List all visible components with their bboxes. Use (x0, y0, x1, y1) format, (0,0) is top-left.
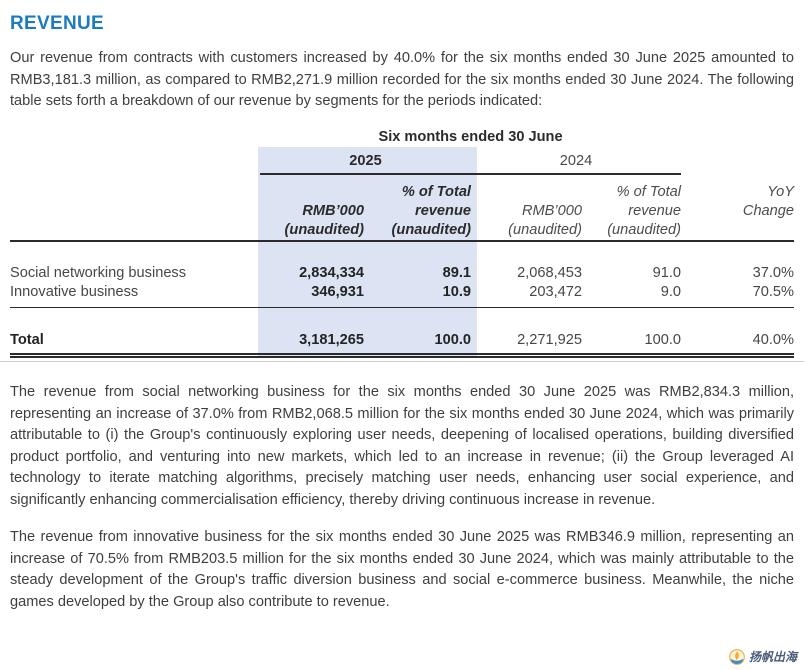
col-header-pct-2025: % of Total revenue (unaudited) (391, 183, 471, 238)
row-label: Innovative business (10, 282, 260, 308)
col-header-yoy: YoY Change (742, 183, 795, 219)
col-header-pct-2024: % of Total revenue (unaudited) (607, 183, 682, 238)
social-business-paragraph: The revenue from social networking busin… (10, 384, 794, 508)
cell-rmb-2024: 2,068,453 (517, 264, 582, 281)
revenue-table: Six months ended 30 June 2025 2024 RMB’0… (10, 129, 795, 359)
table-row-social-networking: Social networking business 2,834,334 89.… (10, 241, 794, 283)
sail-logo-icon (729, 648, 745, 665)
table-caption: Six months ended 30 June (378, 128, 563, 145)
row-label: Total (10, 327, 260, 358)
watermark-text: 扬帆出海 (748, 650, 797, 664)
section-divider (0, 361, 804, 362)
cell-rmb-2025: 346,931 (260, 282, 364, 308)
cell-rmb-2024: 203,472 (471, 282, 582, 308)
row-label: Social networking business (10, 264, 187, 281)
table-spacer-row (10, 307, 794, 327)
cell-pct-2024: 9.0 (582, 282, 682, 308)
cell-yoy: 37.0% (752, 264, 795, 281)
cell-pct-2025: 100.0 (364, 327, 471, 358)
table-row-total: Total 3,181,265 100.0 2,271,925 100.0 40… (10, 327, 795, 358)
table-column-header-row: RMB’000 (unaudited) % of Total revenue (… (10, 173, 795, 242)
year-header-2025: 2025 (260, 152, 471, 175)
cell-pct-2025: 89.1 (442, 264, 471, 281)
cell-rmb-2025: 2,834,334 (299, 264, 364, 281)
document-page: REVENUE Our revenue from contracts with … (0, 13, 804, 610)
col-header-rmb-2024: RMB’000 (unaudited) (508, 202, 582, 238)
table-year-row: 2025 2024 (10, 152, 794, 175)
intro-paragraph: Our revenue from contracts with customer… (10, 50, 794, 109)
cell-pct-2025: 10.9 (364, 282, 471, 308)
watermark: 扬帆出海 (729, 648, 797, 665)
col-header-rmb-2025: RMB’000 (unaudited) (284, 202, 364, 238)
cell-rmb-2024: 2,271,925 (471, 327, 582, 358)
cell-pct-2024: 91.0 (652, 264, 682, 281)
table-caption-row: Six months ended 30 June (10, 129, 794, 153)
cell-rmb-2025: 3,181,265 (260, 327, 364, 358)
page-title: REVENUE (10, 13, 104, 34)
cell-yoy: 70.5% (681, 282, 795, 308)
cell-yoy: 40.0% (681, 327, 795, 358)
year-header-2024: 2024 (471, 152, 682, 175)
revenue-table-section: Six months ended 30 June 2025 2024 RMB’0… (10, 129, 795, 359)
innovative-business-paragraph: The revenue from innovative business for… (10, 529, 794, 610)
table-row-innovative: Innovative business 346,931 10.9 203,472… (10, 282, 795, 308)
cell-pct-2024: 100.0 (582, 327, 682, 358)
